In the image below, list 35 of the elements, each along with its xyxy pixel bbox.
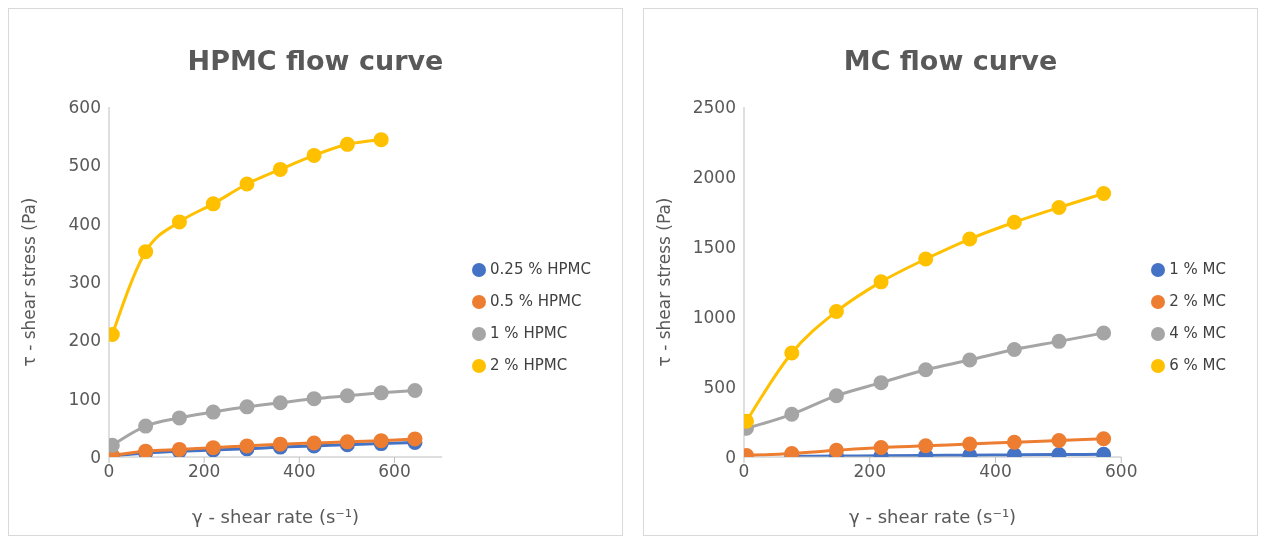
x-tick-label: 400 — [283, 461, 316, 482]
y-tick-label: 1000 — [692, 307, 736, 328]
y-tick-label: 400 — [68, 213, 101, 234]
x-axis-title: γ - shear rate (s⁻¹) — [849, 506, 1017, 527]
y-tick-label: 200 — [68, 330, 101, 351]
y-tick-label: 600 — [68, 97, 101, 118]
legend-label: 2 % MC — [1169, 292, 1226, 310]
y-tick-label: 2000 — [692, 167, 736, 188]
y-axis-title: τ - shear stress (Pa) — [654, 197, 675, 367]
x-tick-label: 0 — [103, 461, 115, 482]
x-tick-label: 200 — [853, 461, 886, 482]
legend-label: 1 % HPMC — [490, 324, 568, 342]
legend-label: 6 % MC — [1169, 356, 1226, 374]
x-tick-label: 0 — [738, 461, 750, 482]
legend-label: 2 % HPMC — [490, 356, 568, 374]
y-tick-label: 100 — [68, 388, 101, 409]
x-tick-label: 600 — [378, 461, 411, 482]
legend-label: 0.25 % HPMC — [490, 260, 591, 278]
x-axis-title: γ - shear rate (s⁻¹) — [192, 506, 360, 527]
x-tick-label: 200 — [187, 461, 221, 482]
y-tick-label: 500 — [703, 377, 736, 398]
chart-title: HPMC flow curve — [186, 44, 445, 78]
x-tick-label: 400 — [979, 461, 1012, 482]
y-tick-label: 0 — [725, 447, 736, 468]
chart-title: MC flow curve — [842, 44, 1059, 78]
x-tick-label: 600 — [1105, 461, 1138, 482]
y-tick-label: 1500 — [692, 237, 736, 258]
legend-label: 0.5 % HPMC — [490, 292, 582, 310]
y-tick-label: 0 — [90, 447, 101, 468]
y-tick-label: 300 — [68, 272, 101, 293]
legend-label: 1 % MC — [1169, 260, 1226, 278]
y-axis-title: τ - shear stress (Pa) — [19, 197, 40, 367]
legend-label: 4 % MC — [1169, 324, 1226, 342]
y-tick-label: 500 — [68, 155, 101, 176]
y-tick-label: 2500 — [692, 97, 736, 118]
